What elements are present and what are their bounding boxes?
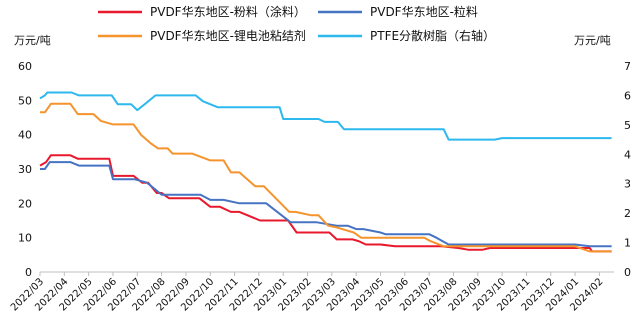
legend-label: PVDF华东地区-粒料 (370, 4, 478, 19)
y-left-tick-label: 10 (18, 232, 32, 245)
legend: PVDF华东地区-粉料（涂料） PVDF华东地区-粒料 PVDF华东地区-锂电池粘结… (98, 4, 495, 43)
plot-area (39, 91, 612, 253)
y-left-tick-label: 60 (18, 60, 32, 73)
y-axis-left: 0 10 20 30 40 50 60 (18, 60, 32, 279)
y-right-tick-label: 5 (624, 119, 631, 132)
y-left-tick-label: 30 (18, 163, 32, 176)
series-line-1 (40, 161, 612, 248)
x-axis: 2022/032022/042022/052022/062022/072022/… (9, 271, 614, 313)
y-axis-right-title: 万元/吨 (574, 34, 611, 47)
y-left-tick-label: 0 (25, 266, 32, 279)
y-axis-right: 0 1 2 3 4 5 6 7 (624, 60, 631, 279)
y-right-tick-label: 7 (624, 60, 631, 73)
series-line-3 (39, 91, 612, 141)
y-right-tick-label: 4 (624, 148, 631, 161)
legend-label: PVDF华东地区-粉料（涂料） (150, 4, 306, 19)
y-left-tick-label: 50 (18, 94, 32, 107)
y-left-tick-label: 20 (18, 197, 32, 210)
y-left-tick-label: 40 (18, 129, 32, 142)
y-axis-left-title: 万元/吨 (14, 34, 51, 47)
y-right-tick-label: 2 (624, 207, 631, 220)
legend-label: PTFE分散树脂（右轴） (370, 28, 495, 43)
series-line-2 (40, 102, 612, 253)
y-right-tick-label: 0 (624, 266, 631, 279)
y-right-tick-label: 6 (624, 89, 631, 102)
y-right-tick-label: 3 (624, 178, 631, 191)
y-right-tick-label: 1 (624, 237, 631, 250)
series-line-0 (39, 154, 612, 253)
legend-label: PVDF华东地区-锂电池粘结剂 (150, 28, 306, 43)
